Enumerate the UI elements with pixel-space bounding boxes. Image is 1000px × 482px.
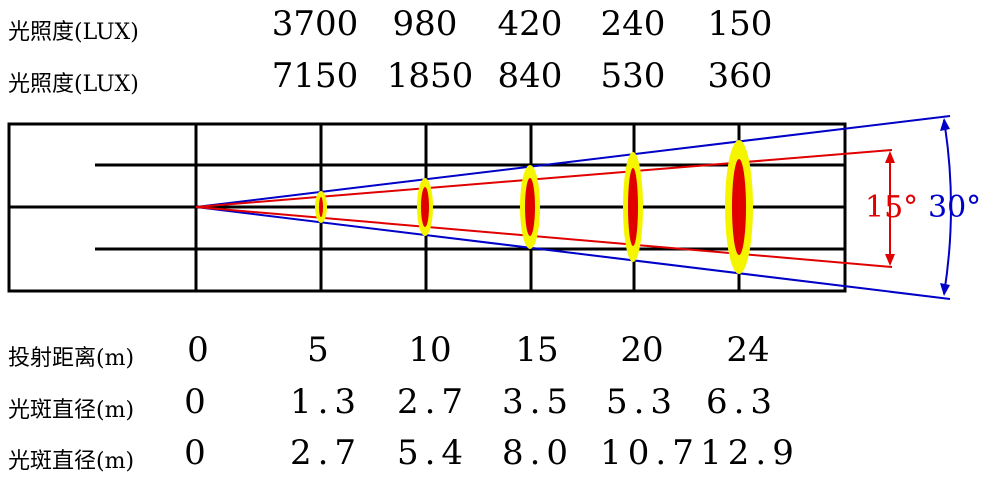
- narrow-angle-arrowhead-up: [885, 151, 895, 163]
- spot-value: 2.7: [396, 382, 470, 422]
- distance-value: 15: [515, 330, 559, 370]
- wide-angle-arrowhead-down: [940, 283, 950, 296]
- lux-value: 530: [600, 56, 666, 96]
- wide-angle-dimension: [940, 118, 952, 296]
- light-spot-inner: [319, 197, 323, 217]
- distance-value: 24: [726, 330, 770, 370]
- narrow-angle-label: 15°: [865, 190, 919, 225]
- spot-value: 10.7: [600, 433, 700, 473]
- distance-value: 5: [307, 330, 329, 370]
- lux-value: 840: [497, 56, 563, 96]
- light-spot-inner: [732, 159, 746, 255]
- spot-row-label: 光斑直径(m): [8, 449, 135, 474]
- lux-value: 7150: [271, 56, 359, 96]
- lux-value: 150: [707, 4, 773, 44]
- spot-value: 2.7: [289, 433, 363, 473]
- spot-value: 12.9: [700, 433, 800, 473]
- spot-value: 5.4: [396, 433, 470, 473]
- narrow-beam: [195, 149, 893, 268]
- light-spot-inner: [421, 187, 429, 227]
- wide-beam-lower-edge: [195, 206, 951, 300]
- narrow-angle-arrowhead-down: [885, 254, 895, 266]
- lux-value: 360: [707, 56, 773, 96]
- lux-value: 3700: [271, 4, 359, 44]
- lux-row-label: 光照度(LUX): [8, 72, 139, 97]
- spot-value: 8.0: [501, 433, 575, 473]
- spot-value: 0: [184, 382, 212, 422]
- light-spot-inner: [525, 178, 535, 236]
- spot-value: 0: [184, 433, 212, 473]
- distance-value: 10: [408, 330, 452, 370]
- narrow-angle-dimension: [885, 151, 895, 266]
- wide-angle-arc: [943, 119, 952, 295]
- lux-value: 1850: [386, 56, 474, 96]
- distance-row-label: 投射距离(m): [8, 346, 135, 371]
- lux-row-label: 光照度(LUX): [8, 20, 139, 45]
- narrow-beam-lower-edge: [195, 206, 893, 268]
- wide-angle-arrowhead-up: [940, 118, 950, 131]
- distance-value: 20: [620, 330, 664, 370]
- lux-value: 980: [392, 4, 458, 44]
- spot-value: 1.3: [289, 382, 363, 422]
- narrow-beam-upper-edge: [195, 149, 893, 208]
- distance-value: 0: [187, 330, 209, 370]
- light-spot-inner: [628, 168, 638, 246]
- spot-value: 3.5: [501, 382, 575, 422]
- spot-value: 6.3: [705, 382, 779, 422]
- lux-value: 240: [600, 4, 666, 44]
- wide-angle-label: 30°: [928, 190, 982, 225]
- lux-value: 420: [497, 4, 563, 44]
- spot-row-label: 光斑直径(m): [8, 398, 135, 423]
- light-spots: [315, 140, 753, 274]
- wide-beam-upper-edge: [195, 115, 951, 208]
- spot-value: 5.3: [605, 382, 679, 422]
